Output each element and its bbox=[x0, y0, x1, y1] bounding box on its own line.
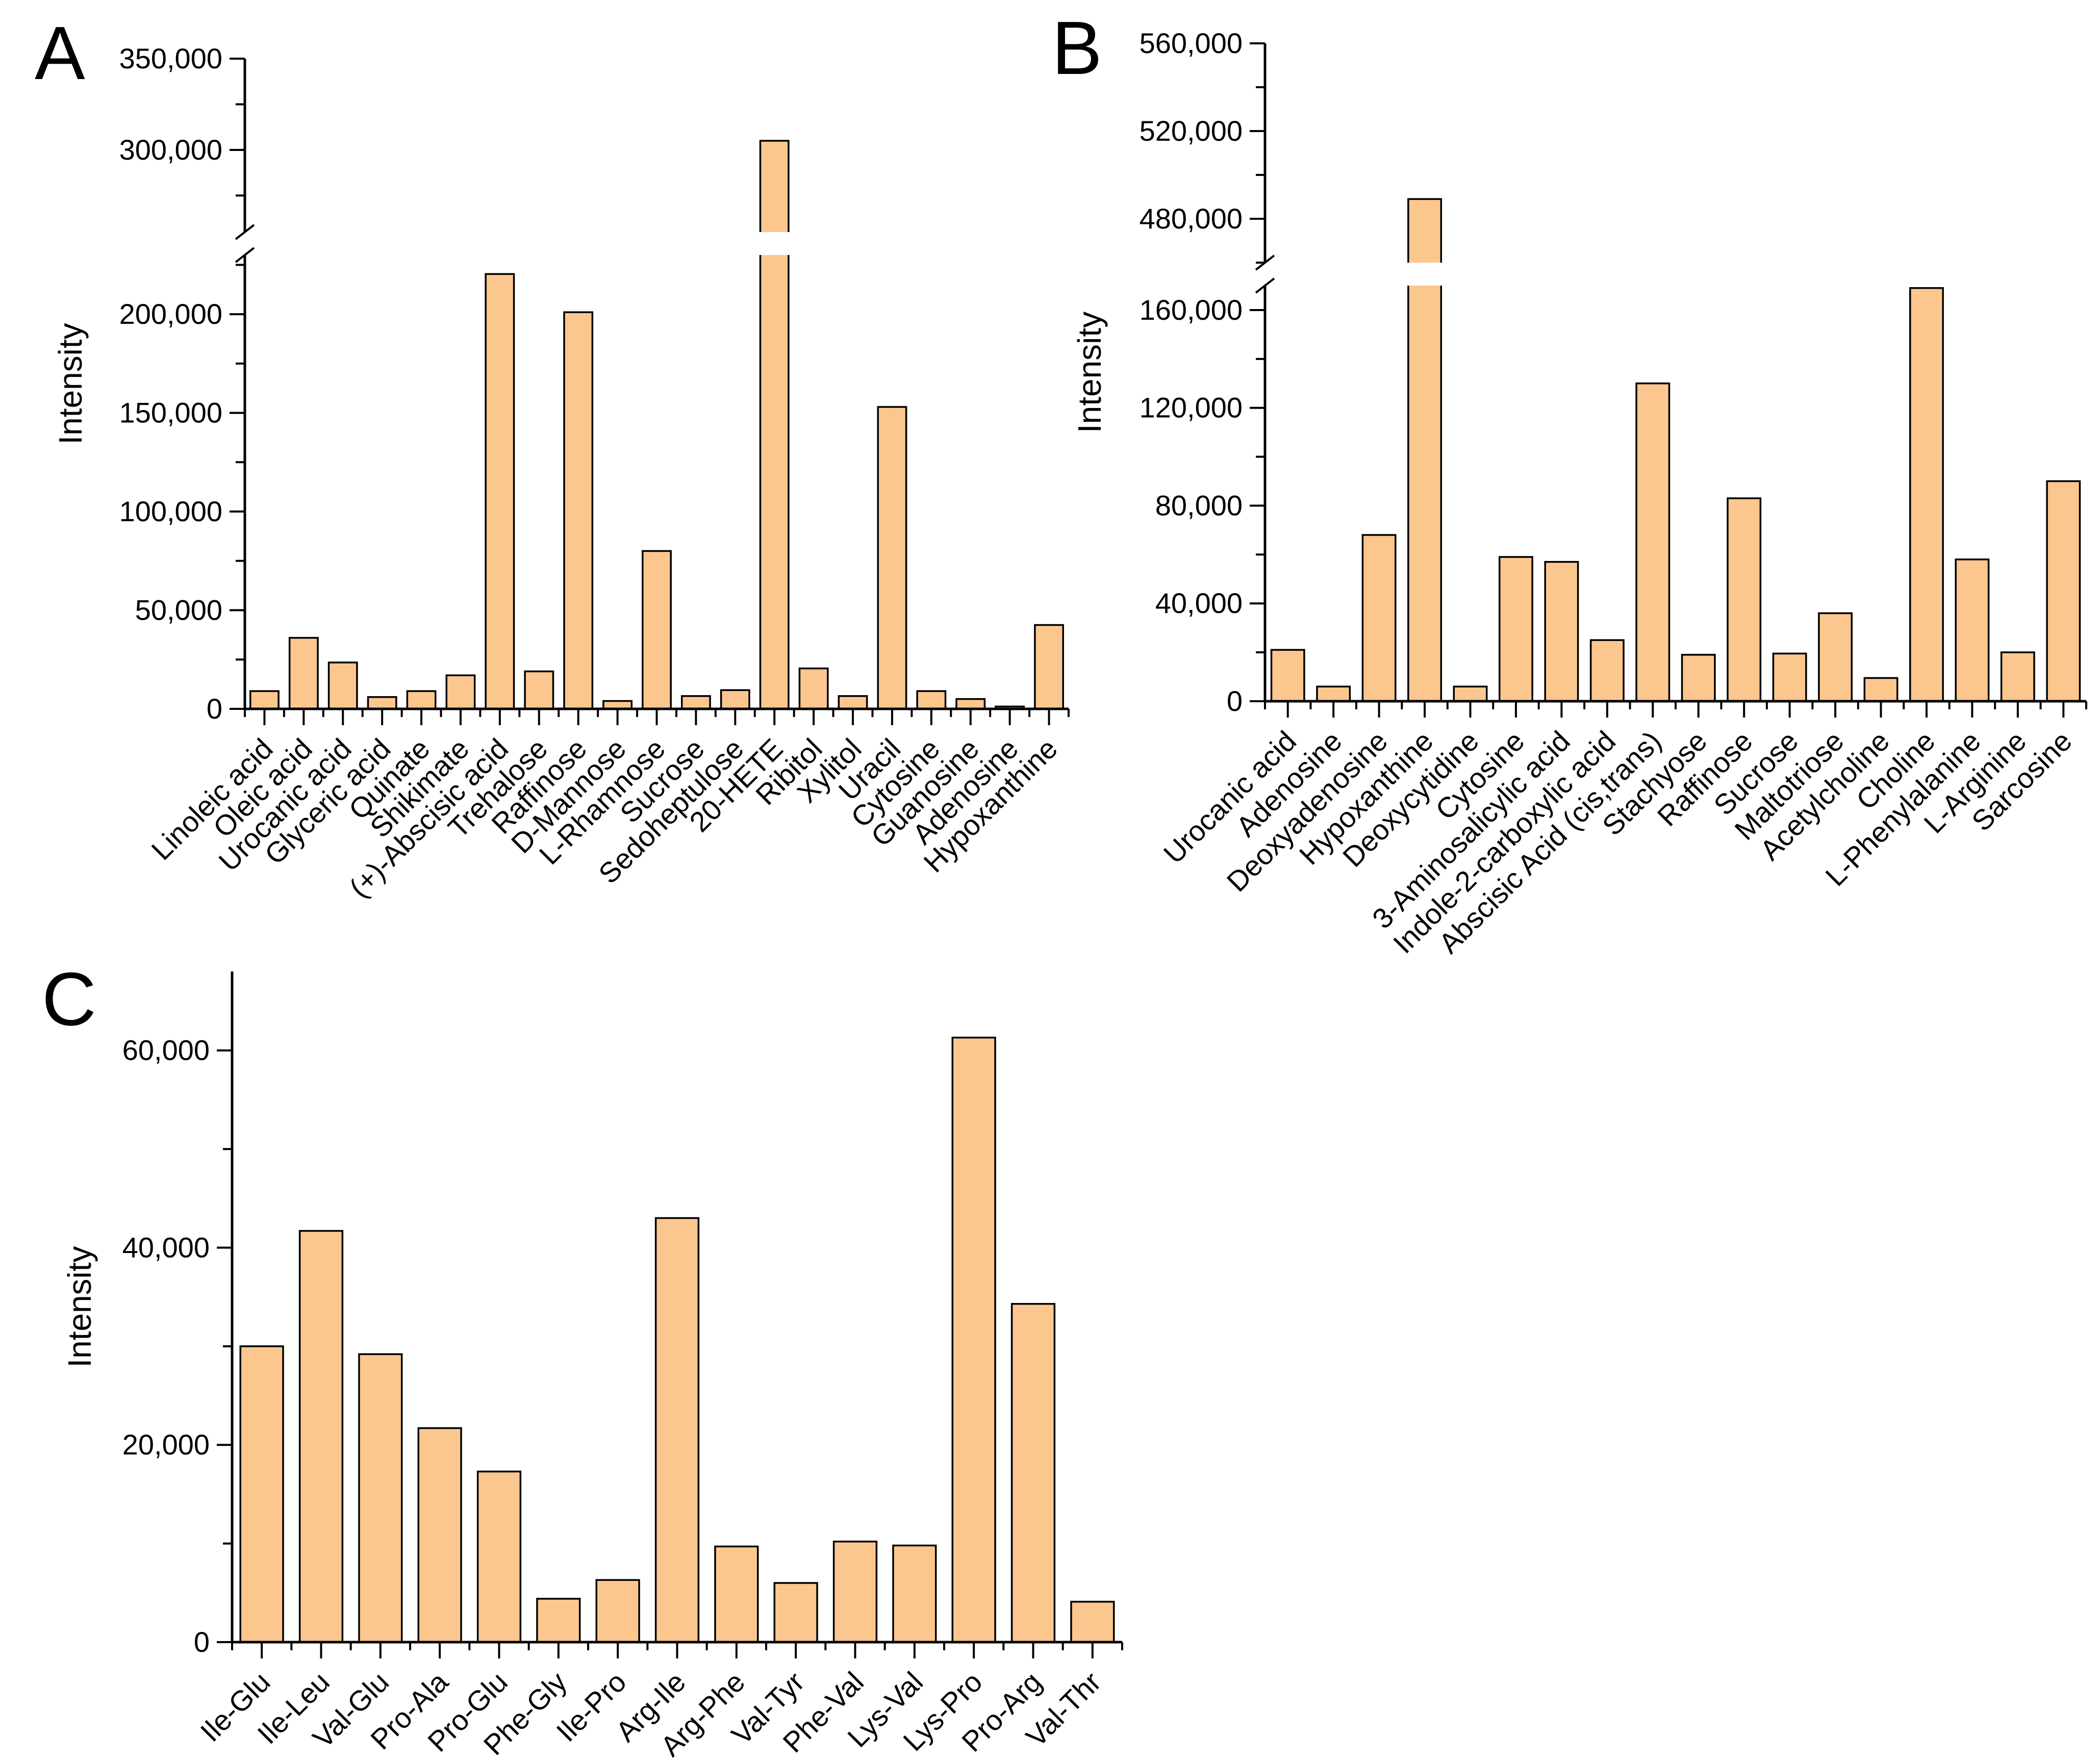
bar-3-Aminosalicylic acid bbox=[1544, 560, 1579, 702]
y-tick-label: 0 bbox=[207, 693, 222, 725]
bar-Deoxycytidine bbox=[1453, 685, 1488, 702]
x-axis-A bbox=[244, 707, 1070, 725]
bar-Ile-Leu bbox=[298, 1230, 344, 1643]
x-axis-B bbox=[1264, 700, 2087, 718]
bar-Val-Thr bbox=[1070, 1600, 1115, 1643]
y-tick-label: 150,000 bbox=[119, 397, 222, 429]
bar-break-gap bbox=[757, 232, 791, 255]
bar-Urocanic acid bbox=[327, 661, 358, 710]
bar-Phe-Gly bbox=[536, 1598, 581, 1643]
bars-C bbox=[239, 1036, 1115, 1643]
y-tick-label: 50,000 bbox=[135, 594, 222, 626]
bar-Deoxyadenosine bbox=[1361, 534, 1397, 702]
bar-Pro-Glu bbox=[476, 1470, 522, 1643]
bar-Quinate bbox=[406, 690, 437, 710]
bar-Pro-Ala bbox=[417, 1427, 462, 1643]
bar-Choline bbox=[1909, 287, 1944, 702]
bar-20-HETE bbox=[759, 140, 790, 710]
y-tick-label: 480,000 bbox=[1140, 202, 1243, 235]
y-tick-label: 60,000 bbox=[122, 1034, 210, 1066]
y-axis-title: Intensity bbox=[1071, 312, 1108, 433]
y-tick-label: 160,000 bbox=[1140, 294, 1243, 326]
y-axis-C bbox=[217, 972, 234, 1643]
bar-Hypoxanthine bbox=[1034, 624, 1064, 710]
bar-Cytosine bbox=[916, 690, 947, 710]
bar-Maltotriose bbox=[1818, 612, 1853, 702]
panel-label-A: A bbox=[35, 11, 85, 95]
bar-Indole-2-carboxylic acid bbox=[1589, 639, 1625, 702]
bar-L-Phenylalanine bbox=[1955, 558, 1990, 702]
panel-label-B: B bbox=[1052, 6, 1102, 90]
bar-Cytosine bbox=[1498, 556, 1533, 702]
y-tick-label: 20,000 bbox=[122, 1428, 210, 1461]
y-tick-label: 0 bbox=[1227, 685, 1243, 717]
bar-Val-Tyr bbox=[773, 1582, 818, 1643]
chart-C: Ile-GluIle-LeuVal-GluPro-AlaPro-GluPhe-G… bbox=[42, 957, 1123, 1762]
y-tick-label: 0 bbox=[194, 1626, 210, 1658]
y-tick-label: 520,000 bbox=[1140, 115, 1243, 147]
bar-Stachyose bbox=[1681, 654, 1716, 702]
bar-Raffinose bbox=[563, 311, 594, 710]
y-axis-title: Intensity bbox=[61, 1246, 98, 1367]
y-tick-label: 300,000 bbox=[119, 134, 222, 166]
bar-Linoleic acid bbox=[249, 690, 280, 710]
bar-Glyceric acid bbox=[367, 696, 397, 710]
bar-Raffinose bbox=[1727, 497, 1762, 702]
y-tick-label: 120,000 bbox=[1140, 392, 1243, 424]
y-tick-label: 40,000 bbox=[122, 1231, 210, 1263]
bar-break-gap bbox=[1405, 263, 1444, 286]
bar-Oleic acid bbox=[288, 636, 319, 710]
bar-Lys-Pro bbox=[951, 1036, 996, 1643]
y-tick-label: 100,000 bbox=[119, 495, 222, 527]
y-tick-label: 80,000 bbox=[1155, 489, 1243, 521]
bar-Acetylcholine bbox=[1863, 677, 1899, 702]
y-tick-label: 40,000 bbox=[1155, 587, 1243, 619]
bar-Ile-Glu bbox=[239, 1345, 284, 1643]
bar-Uracil bbox=[877, 406, 907, 710]
axis-break-slash bbox=[235, 224, 255, 240]
bars-B bbox=[1270, 198, 2081, 702]
bar-Abscisic Acid (cis,trans) bbox=[1635, 382, 1671, 702]
x-axis-C bbox=[231, 1641, 1123, 1658]
bar-Pro-Arg bbox=[1010, 1302, 1056, 1643]
chart-B: Urocanic acidAdenosineDeoxyadenosineHypo… bbox=[1052, 6, 2087, 959]
y-tick-label: 200,000 bbox=[119, 298, 222, 330]
y-tick-label: 560,000 bbox=[1140, 27, 1243, 59]
y-axis-B bbox=[1250, 42, 1275, 702]
panel-label-C: C bbox=[42, 957, 96, 1041]
bar-Sucrose bbox=[1772, 652, 1807, 702]
bar-Guanosine bbox=[955, 698, 986, 710]
y-tick-label: 350,000 bbox=[119, 42, 222, 74]
bar-Arg-Phe bbox=[714, 1545, 759, 1643]
bar-Arg-Ile bbox=[654, 1217, 700, 1643]
bar-Lys-Val bbox=[892, 1544, 937, 1643]
bar-Shikimate bbox=[445, 674, 476, 710]
bar-Sucrose bbox=[680, 695, 711, 710]
bar-Adenosine bbox=[1316, 685, 1351, 702]
bar-(+)-Abscisic acid bbox=[485, 273, 515, 710]
y-axis-title: Intensity bbox=[52, 323, 89, 444]
bar-Ribitol bbox=[798, 667, 829, 710]
bar-break-gap bbox=[483, 232, 517, 255]
bar-Sarcosine bbox=[2046, 480, 2081, 702]
axis-break-slash bbox=[235, 247, 255, 263]
bar-L-Rhamnose bbox=[642, 550, 672, 710]
bar-Ile-Pro bbox=[595, 1579, 640, 1643]
bar-Sedoheptulose bbox=[720, 689, 750, 710]
bar-L-Arginine bbox=[2000, 651, 2035, 702]
axis-break-slash bbox=[1255, 277, 1275, 294]
bar-Urocanic acid bbox=[1270, 649, 1305, 702]
bar-Trehalose bbox=[524, 670, 554, 710]
y-axis-A bbox=[230, 58, 255, 710]
bars-A bbox=[249, 140, 1064, 710]
bar-Phe-Val bbox=[832, 1541, 878, 1643]
bar-Xylitol bbox=[838, 695, 868, 710]
bar-Val-Glu bbox=[358, 1353, 403, 1643]
